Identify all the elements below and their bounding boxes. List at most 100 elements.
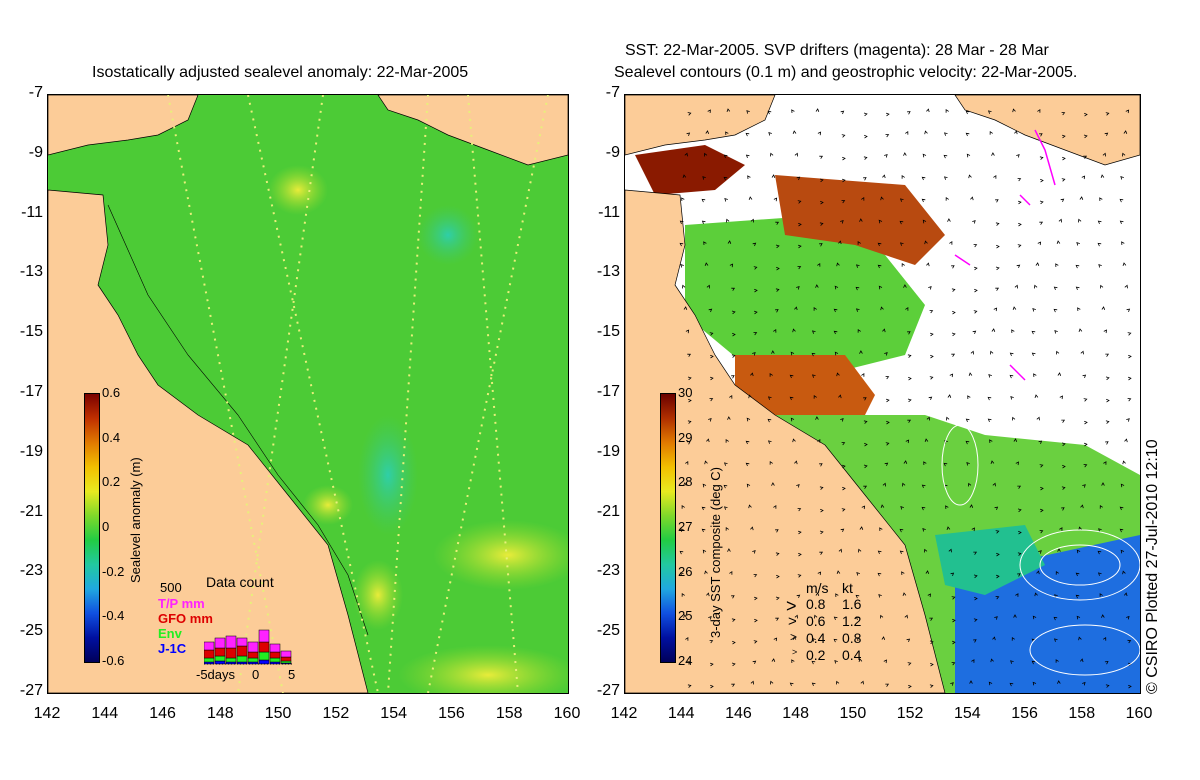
velocity-arrow: [753, 266, 758, 270]
velocity-arrow: [972, 219, 976, 224]
velocity-arrow: [792, 130, 797, 135]
data-count-bar: [258, 641, 270, 653]
velocity-arrow: [1012, 108, 1016, 113]
credit-text: © CSIRO Plotted 27-Jul-2010 12:10: [1144, 439, 1161, 694]
velocity-arrow: [1060, 198, 1065, 203]
velocity-arrow: [861, 505, 866, 510]
velocity-arrow: [1123, 130, 1128, 134]
velocity-arrow: [1032, 681, 1037, 686]
data-count-bar: [204, 657, 215, 663]
velocity-arrow: [746, 417, 751, 422]
velocity-arrow: [833, 330, 838, 335]
velocity-arrow: [748, 394, 752, 399]
velocity-arrow: [702, 549, 707, 554]
velocity-arrow: [680, 264, 684, 268]
velocity-arrow: [727, 416, 731, 420]
velocity-arrow: [1056, 350, 1060, 355]
velocity-arrow: [987, 396, 992, 401]
velocity-arrow: [901, 174, 905, 179]
x-tick-label: 148: [206, 705, 234, 722]
velocity-ms: 0.6: [806, 613, 826, 629]
velocity-arrow: [1101, 614, 1105, 618]
velocity-arrow: [903, 152, 907, 156]
velocity-arrow: [926, 416, 930, 421]
velocity-arrow: [1017, 178, 1022, 182]
velocity-arrow: [789, 682, 794, 687]
velocity-arrow: [1039, 200, 1044, 205]
velocity-arrow: [880, 504, 885, 509]
velocity-arrow: [857, 240, 861, 245]
y-tick-label: -13: [596, 263, 620, 281]
velocity-arrow: [746, 483, 751, 488]
velocity-arrow: [704, 152, 708, 157]
velocity-arrow: [902, 482, 906, 487]
velocity-arrow: [899, 242, 904, 246]
velocity-arrow: [1061, 486, 1066, 490]
velocity-arrow: [1105, 684, 1110, 688]
velocity-arrow: [701, 220, 706, 225]
velocity-arrow: [686, 132, 691, 137]
velocity-arrow: [859, 526, 864, 530]
velocity-arrow: [796, 286, 800, 290]
velocity-arrow: [991, 328, 996, 332]
velocity-arrow: [753, 596, 758, 601]
velocity-arrow: [1102, 636, 1107, 641]
y-tick-label: -11: [598, 203, 620, 221]
velocity-arrow: [819, 178, 824, 183]
y-tick-label: -11: [21, 203, 43, 221]
velocity-arrow: [798, 222, 802, 227]
velocity-arrow: [864, 134, 868, 139]
velocity-arrow: [836, 372, 840, 377]
velocity-arrow: [753, 332, 758, 336]
velocity-arrow: [833, 308, 838, 313]
velocity-arrow: [796, 594, 801, 599]
velocity-arrow: [684, 152, 688, 157]
data-count-bar: [214, 655, 226, 662]
velocity-arrow: [730, 375, 735, 379]
velocity-arrow: [928, 285, 932, 290]
x-tick-label: 142: [33, 705, 61, 722]
x-tick-label: 144: [667, 705, 695, 722]
velocity-arrow: [885, 683, 890, 687]
velocity-arrow: [1122, 570, 1126, 575]
velocity-arrow: [951, 596, 956, 600]
velocity-arrow: [885, 134, 890, 138]
velocity-arrow: [745, 440, 750, 445]
velocity-arrow: [1017, 573, 1021, 577]
velocity-arrow: [731, 354, 736, 358]
positive-anomaly: [303, 485, 353, 525]
velocity-arrow: [966, 153, 971, 158]
data-count-bar: [258, 659, 270, 665]
velocity-arrow: [1010, 660, 1014, 664]
velocity-arrow: [792, 636, 797, 641]
velocity-arrow: [775, 552, 780, 556]
velocity-arrow: [1104, 132, 1109, 137]
velocity-arrow: [862, 177, 867, 181]
data-count-title: Data count: [206, 574, 274, 590]
positive-anomaly: [353, 560, 403, 630]
velocity-arrow: [862, 397, 867, 401]
data-count-bar: [280, 656, 292, 662]
velocity-arrow: [970, 350, 974, 355]
velocity-arrow: [1122, 262, 1127, 267]
x-tick-label: 150: [839, 705, 867, 722]
velocity-kt: 1.6: [842, 596, 862, 612]
velocity-arrow: [1083, 134, 1088, 139]
velocity-arrow: [1017, 244, 1022, 248]
velocity-arrow: [1082, 681, 1086, 686]
velocity-arrow: [841, 200, 846, 204]
velocity-arrow: [1015, 461, 1019, 466]
velocity-arrow: [703, 241, 707, 246]
velocity-arrow: [973, 310, 978, 314]
velocity-arrow: [1039, 530, 1044, 534]
velocity-arrow: [834, 659, 838, 664]
positive-anomaly: [268, 165, 328, 215]
data-count-bar: [247, 657, 259, 663]
velocity-arrow: [902, 592, 907, 597]
velocity-arrow: [855, 616, 860, 621]
velocity-arrow: [815, 108, 820, 112]
velocity-arrow: [1034, 284, 1038, 289]
velocity-arrow: [988, 373, 992, 378]
sla-colorbar-label: Sealevel anomaly (m): [128, 457, 143, 583]
velocity-arrow: [1103, 329, 1107, 334]
